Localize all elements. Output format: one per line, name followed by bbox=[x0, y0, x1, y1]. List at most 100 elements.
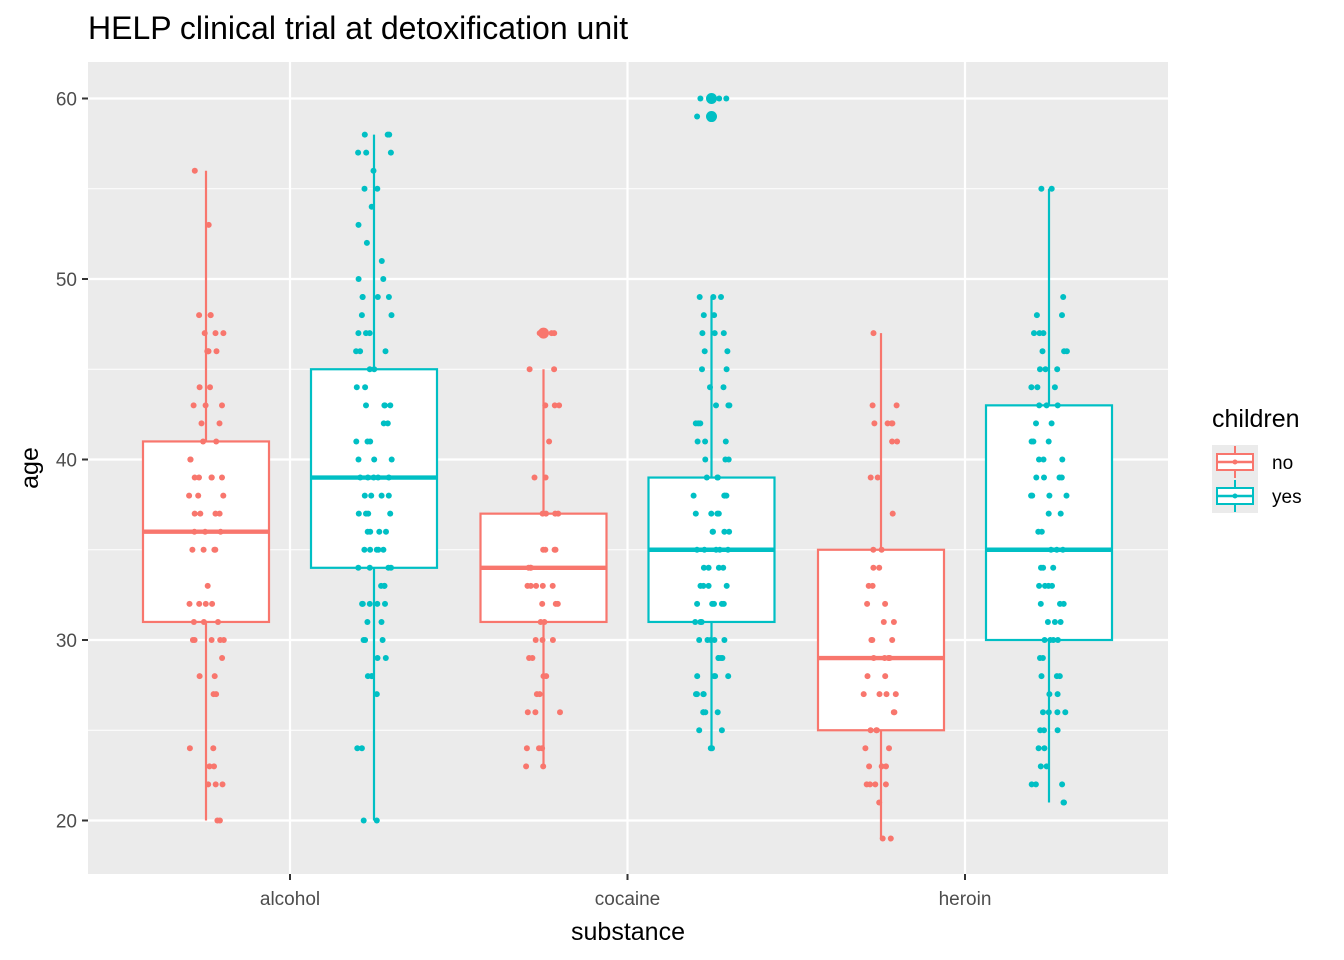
data-point bbox=[1062, 709, 1069, 716]
data-point bbox=[872, 781, 879, 788]
data-point bbox=[380, 546, 387, 553]
data-point bbox=[882, 781, 889, 788]
data-point bbox=[879, 835, 886, 842]
data-point bbox=[187, 456, 194, 463]
data-point bbox=[542, 402, 549, 409]
data-point bbox=[532, 709, 539, 716]
data-point bbox=[704, 637, 711, 643]
data-point bbox=[213, 438, 220, 445]
data-point bbox=[549, 637, 556, 643]
data-point bbox=[370, 167, 377, 174]
data-point bbox=[870, 655, 877, 662]
data-point bbox=[1043, 402, 1050, 409]
data-point bbox=[1054, 402, 1061, 409]
data-point bbox=[382, 655, 389, 662]
data-point bbox=[870, 330, 877, 337]
data-point bbox=[1035, 745, 1042, 752]
data-point bbox=[702, 456, 709, 463]
data-point bbox=[715, 564, 722, 571]
data-point bbox=[1038, 564, 1044, 571]
y-tick-label: 60 bbox=[56, 90, 77, 111]
data-point bbox=[876, 691, 883, 698]
data-point bbox=[388, 312, 395, 319]
data-point bbox=[1063, 492, 1070, 499]
data-point bbox=[353, 438, 360, 445]
data-point bbox=[1054, 691, 1061, 698]
data-point bbox=[873, 727, 880, 734]
data-point bbox=[702, 438, 709, 445]
data-point bbox=[385, 294, 392, 301]
data-point bbox=[878, 763, 885, 770]
y-tick-label: 20 bbox=[56, 812, 77, 833]
data-point bbox=[718, 294, 724, 301]
data-point bbox=[709, 528, 716, 535]
data-point bbox=[724, 348, 731, 355]
data-point bbox=[357, 474, 364, 481]
data-point bbox=[358, 745, 365, 752]
data-point bbox=[720, 330, 727, 337]
chart-title: HELP clinical trial at detoxification un… bbox=[88, 10, 628, 46]
data-point bbox=[1048, 420, 1055, 427]
data-point bbox=[355, 456, 362, 463]
data-point bbox=[714, 709, 721, 716]
data-point bbox=[212, 510, 219, 517]
data-point bbox=[219, 781, 226, 788]
data-point bbox=[1038, 528, 1045, 535]
data-point bbox=[700, 312, 707, 319]
data-point bbox=[186, 600, 193, 607]
data-point bbox=[216, 420, 223, 427]
data-point bbox=[1036, 582, 1043, 589]
data-point bbox=[371, 456, 378, 463]
data-point bbox=[723, 95, 730, 102]
data-point bbox=[380, 276, 387, 282]
data-point bbox=[542, 474, 549, 481]
data-point bbox=[1033, 312, 1040, 319]
data-point bbox=[694, 546, 700, 553]
data-point bbox=[198, 420, 205, 427]
axes: 20 30 40 50 60 alcohol cocaine heroin bbox=[56, 90, 992, 911]
legend-title: children bbox=[1212, 405, 1300, 433]
data-point bbox=[375, 474, 382, 481]
data-point bbox=[551, 402, 558, 409]
data-point bbox=[367, 528, 374, 535]
data-point bbox=[211, 546, 218, 553]
data-point bbox=[1037, 600, 1044, 607]
data-point bbox=[1040, 709, 1046, 716]
data-point bbox=[716, 95, 723, 102]
data-point bbox=[699, 330, 706, 337]
data-point bbox=[549, 582, 556, 589]
data-point bbox=[381, 582, 388, 589]
data-point bbox=[371, 366, 378, 373]
box-body bbox=[816, 548, 946, 732]
data-point bbox=[531, 474, 538, 481]
data-point bbox=[1039, 655, 1046, 662]
data-point bbox=[1048, 546, 1054, 553]
data-point bbox=[700, 564, 707, 571]
data-point bbox=[1043, 763, 1050, 770]
data-point bbox=[1031, 330, 1037, 337]
data-point bbox=[211, 763, 217, 770]
data-point bbox=[387, 149, 394, 156]
data-point bbox=[539, 510, 546, 517]
data-point bbox=[191, 167, 198, 174]
data-point bbox=[864, 673, 871, 680]
data-point bbox=[202, 600, 209, 607]
data-point bbox=[378, 492, 385, 499]
data-point bbox=[891, 709, 898, 716]
data-point bbox=[368, 492, 375, 499]
data-point bbox=[355, 564, 362, 571]
data-point bbox=[1032, 781, 1039, 788]
data-point bbox=[362, 384, 369, 391]
data-point bbox=[692, 510, 699, 517]
data-point bbox=[209, 600, 216, 607]
data-point bbox=[697, 95, 704, 102]
data-point bbox=[217, 528, 224, 535]
data-point bbox=[868, 637, 875, 643]
data-point bbox=[870, 564, 877, 571]
data-point bbox=[205, 348, 212, 355]
legend-key-point bbox=[1232, 459, 1238, 465]
data-point bbox=[556, 402, 563, 409]
data-point bbox=[201, 330, 208, 337]
y-tick-label: 30 bbox=[56, 631, 77, 652]
data-point bbox=[1050, 637, 1057, 643]
